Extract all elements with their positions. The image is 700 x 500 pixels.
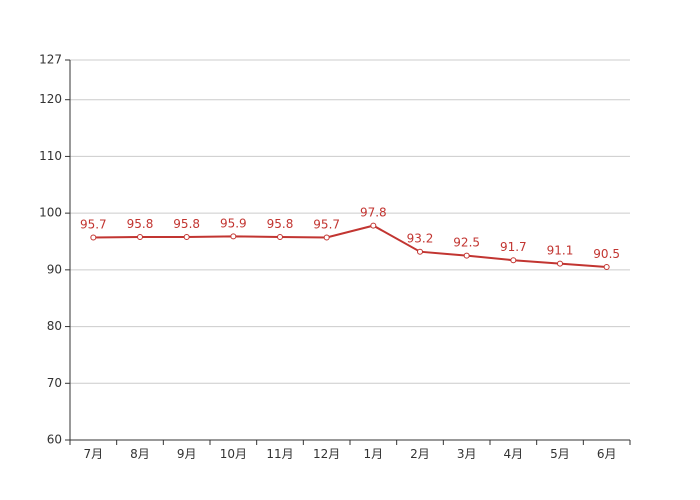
data-point	[230, 233, 237, 240]
data-point	[370, 222, 377, 229]
y-tick-label: 100	[39, 206, 62, 220]
data-label: 91.7	[500, 240, 527, 254]
x-tick-label: 12月	[313, 447, 340, 461]
data-label: 95.9	[220, 216, 247, 230]
data-label: 90.5	[593, 247, 620, 261]
series	[90, 222, 610, 271]
data-label: 95.7	[313, 218, 340, 232]
data-labels: 95.7 95.8 95.8 95.9 95.8 95.7 97.8 93.2 92.5 91.7…	[80, 206, 620, 261]
y-tick-label: 120	[39, 92, 62, 106]
grid	[70, 59, 630, 384]
series-line	[93, 224, 607, 269]
x-tick-label: 4月	[504, 447, 524, 461]
x-tick-label: 7月	[84, 447, 104, 461]
data-point	[323, 234, 330, 241]
y-tick-label: 80	[47, 319, 62, 333]
y-tick-label: 110	[39, 149, 62, 163]
y-tick-label: 127	[39, 53, 62, 67]
x-tick-label: 5月	[550, 447, 570, 461]
data-point	[277, 233, 283, 240]
x-tick-label: 2月	[410, 447, 430, 461]
data-label: 95.7	[80, 218, 107, 232]
data-point	[510, 257, 517, 264]
axes: 60 70 80 90 100 110 120 127 7月 8月 9月 10月 11月 12月 1月 2月 3…	[39, 53, 631, 461]
data-label: 91.1	[547, 244, 574, 258]
data-point	[463, 252, 470, 259]
y-tick-label: 90	[47, 262, 62, 276]
x-tick-label: 1月	[364, 447, 384, 461]
data-label: 95.8	[173, 217, 200, 231]
data-point	[183, 233, 190, 240]
x-tick-label: 10月	[220, 447, 247, 461]
x-tick-label: 6月	[597, 447, 617, 461]
y-tick-label: 60	[47, 433, 62, 447]
data-point	[137, 233, 143, 240]
data-label: 95.8	[127, 217, 154, 231]
data-point	[90, 234, 97, 241]
x-tick-label: 8月	[130, 447, 150, 461]
data-label: 92.5	[453, 236, 480, 250]
data-label: 95.8	[267, 217, 294, 231]
x-tick-label: 9月	[177, 447, 197, 461]
x-tick-label: 11月	[266, 447, 293, 461]
data-label: 97.8	[360, 206, 387, 220]
y-tick-label: 70	[47, 376, 62, 390]
data-label: 93.2	[407, 232, 434, 246]
data-point	[417, 248, 423, 255]
x-tick-label: 3月	[457, 447, 477, 461]
data-point	[557, 260, 563, 267]
data-point	[603, 264, 610, 271]
